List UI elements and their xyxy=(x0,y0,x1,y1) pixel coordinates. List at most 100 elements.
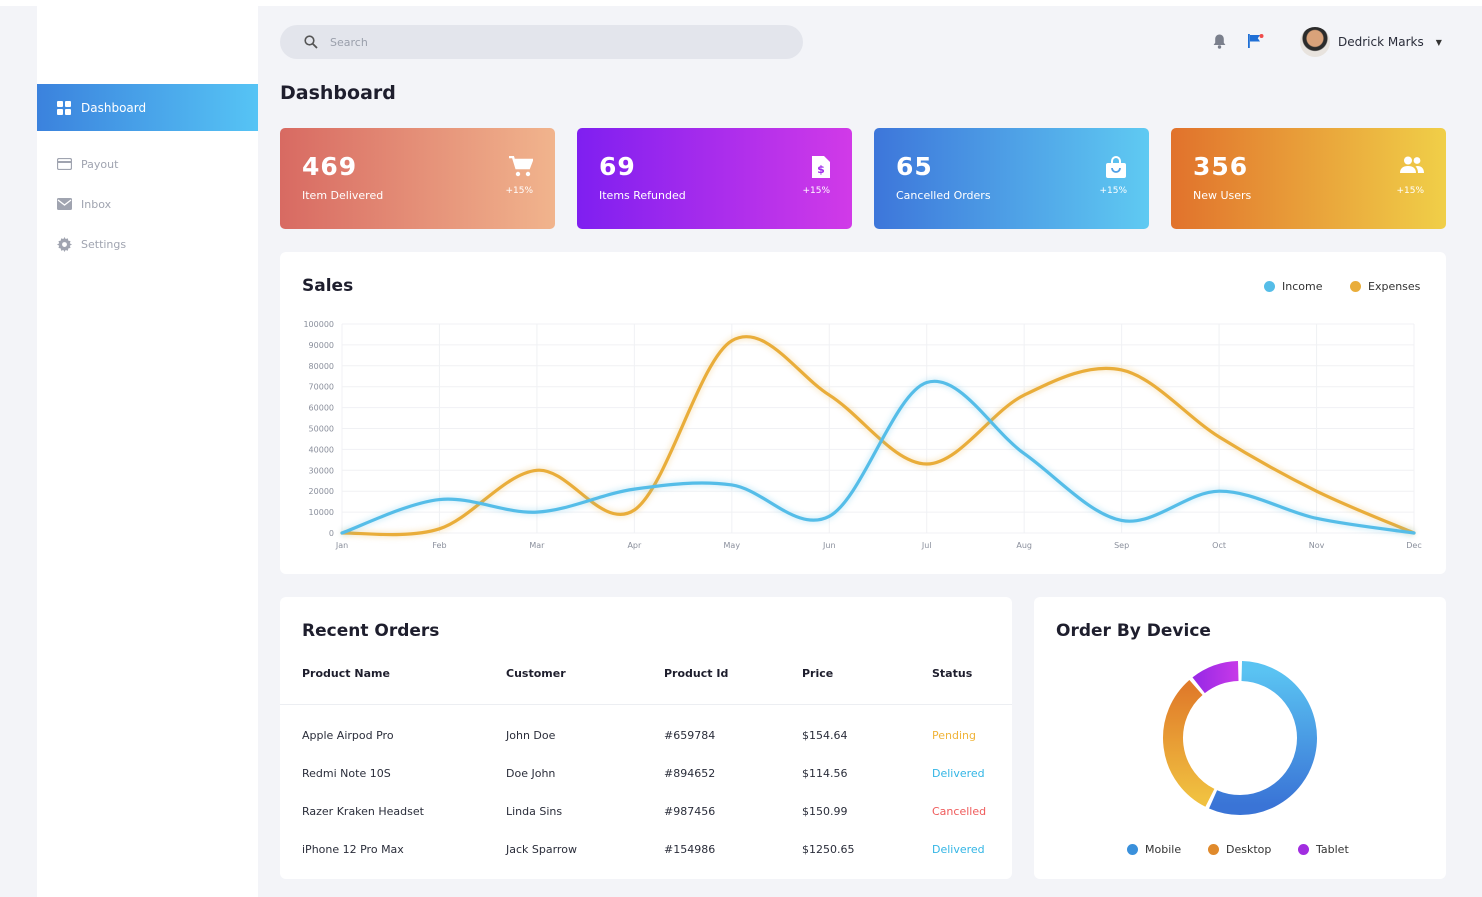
series-line-income[interactable] xyxy=(340,379,1416,535)
stat-change: +15% xyxy=(1099,186,1127,196)
donut-segment-mobile[interactable] xyxy=(1209,661,1317,815)
legend-label: Desktop xyxy=(1226,843,1272,856)
user-name: Dedrick Marks xyxy=(1338,35,1424,49)
x-tick-label: Dec xyxy=(1406,541,1421,550)
sidebar-item-payout[interactable]: Payout xyxy=(37,149,258,179)
cell-status: Delivered xyxy=(932,843,985,856)
x-tick-label: Oct xyxy=(1212,541,1226,550)
legend-income[interactable]: Income xyxy=(1264,280,1322,293)
bell-icon[interactable] xyxy=(1213,34,1226,49)
dashboard-icon xyxy=(57,100,71,115)
legend-label: Mobile xyxy=(1145,843,1182,856)
donut-segment-desktop[interactable] xyxy=(1163,679,1215,807)
column-header-price[interactable]: Price xyxy=(802,667,834,680)
x-tick-label: Sep xyxy=(1114,541,1129,550)
cell-product-id: #659784 xyxy=(664,729,716,742)
sidebar-item-dashboard[interactable]: Dashboard xyxy=(37,84,258,131)
invoice-dollar-icon: $ xyxy=(812,156,830,178)
stat-value: 69 xyxy=(599,152,636,181)
stat-label: Items Refunded xyxy=(599,189,686,202)
sales-chart: 0 10000 20000 30000 40000 50000 60000 70000 8000… xyxy=(303,320,1422,550)
x-tick-label: Apr xyxy=(627,541,642,550)
cell-customer: Linda Sins xyxy=(506,805,563,818)
stat-card-refunded[interactable]: 69 Items Refunded $ +15% xyxy=(577,128,852,229)
stat-value: 65 xyxy=(896,152,933,181)
x-axis: Jan Feb Mar Apr May Jun Jul Aug Sep Oct Nov Dec xyxy=(335,541,1422,550)
cell-product: Apple Airpod Pro xyxy=(302,729,394,742)
stat-change: +15% xyxy=(505,186,533,196)
stat-change: +15% xyxy=(1396,186,1424,196)
search-input[interactable] xyxy=(330,35,730,49)
stat-card-cancelled[interactable]: 65 Cancelled Orders +15% xyxy=(874,128,1149,229)
sales-panel xyxy=(280,252,1446,574)
x-tick-label: Mar xyxy=(529,541,545,550)
order-by-device-panel xyxy=(1034,597,1446,879)
column-header-customer[interactable]: Customer xyxy=(506,667,566,680)
cell-price: $150.99 xyxy=(802,805,848,818)
cart-icon xyxy=(509,156,533,177)
chart-series xyxy=(340,333,1416,538)
cell-status: Delivered xyxy=(932,767,985,780)
x-tick-label: Nov xyxy=(1309,541,1325,550)
stat-change: +15% xyxy=(802,186,830,196)
x-tick-label: Aug xyxy=(1016,541,1032,550)
y-tick-label: 10000 xyxy=(309,508,334,517)
sidebar-item-label: Payout xyxy=(81,157,119,171)
cell-product-id: #987456 xyxy=(664,805,716,818)
sidebar-item-label: Settings xyxy=(81,237,127,251)
cell-product-id: #154986 xyxy=(664,843,716,856)
legend-tablet[interactable]: Tablet xyxy=(1298,843,1349,856)
sidebar-item-settings[interactable]: Settings xyxy=(37,229,258,259)
users-icon xyxy=(1400,156,1424,173)
order-by-device-title: Order By Device xyxy=(1056,621,1211,641)
cell-customer: John Doe xyxy=(506,729,556,742)
page-title: Dashboard xyxy=(280,82,396,104)
cell-price: $154.64 xyxy=(802,729,848,742)
user-menu[interactable]: Dedrick Marks ▼ xyxy=(1300,27,1442,57)
legend-dot xyxy=(1208,844,1219,855)
x-tick-label: May xyxy=(724,541,741,550)
y-tick-label: 40000 xyxy=(309,445,334,454)
y-tick-label: 20000 xyxy=(309,487,334,496)
cell-product: Redmi Note 10S xyxy=(302,767,391,780)
flag-icon[interactable] xyxy=(1248,34,1264,48)
donut-segment-tablet[interactable] xyxy=(1192,661,1239,694)
stat-card-delivered[interactable]: 469 Item Delivered +15% xyxy=(280,128,555,229)
credit-card-icon xyxy=(57,158,72,170)
sales-title: Sales xyxy=(302,276,354,296)
legend-desktop[interactable]: Desktop xyxy=(1208,843,1271,856)
series-line-expenses[interactable] xyxy=(340,335,1416,537)
shopping-bag-icon xyxy=(1106,156,1126,178)
stat-label: Cancelled Orders xyxy=(896,189,991,202)
y-tick-label: 30000 xyxy=(309,466,334,475)
column-header-product-id[interactable]: Product Id xyxy=(664,667,729,680)
column-header-product[interactable]: Product Name xyxy=(302,667,390,680)
gear-icon xyxy=(57,236,72,252)
sidebar-item-inbox[interactable]: Inbox xyxy=(37,189,258,219)
chevron-down-icon: ▼ xyxy=(1435,37,1442,47)
legend-dot xyxy=(1298,844,1309,855)
recent-orders-title: Recent Orders xyxy=(302,621,440,641)
search-bar[interactable] xyxy=(280,25,803,59)
recent-orders-panel xyxy=(280,597,1012,879)
cell-status: Cancelled xyxy=(932,805,987,818)
y-tick-label: 70000 xyxy=(309,383,334,392)
legend-label: Expenses xyxy=(1368,280,1421,293)
legend-mobile[interactable]: Mobile xyxy=(1127,843,1181,856)
legend-dot xyxy=(1350,281,1361,292)
window-top-border xyxy=(0,0,1482,6)
stat-card-new-users[interactable]: 356 New Users +15% xyxy=(1171,128,1446,229)
x-tick-label: Jun xyxy=(822,541,836,550)
search-icon xyxy=(304,35,318,49)
table-header-divider xyxy=(280,704,1012,705)
column-header-status[interactable]: Status xyxy=(932,667,973,680)
legend-label: Income xyxy=(1282,280,1323,293)
stat-label: New Users xyxy=(1193,189,1252,202)
sidebar: Dashboard Payout Inbox Settings xyxy=(37,6,258,897)
legend-expenses[interactable]: Expenses xyxy=(1350,280,1420,293)
sidebar-item-label: Inbox xyxy=(81,197,112,211)
device-donut-chart xyxy=(1163,661,1317,815)
y-tick-label: 100000 xyxy=(303,320,334,329)
legend-dot xyxy=(1264,281,1275,292)
cell-status: Pending xyxy=(932,729,976,742)
